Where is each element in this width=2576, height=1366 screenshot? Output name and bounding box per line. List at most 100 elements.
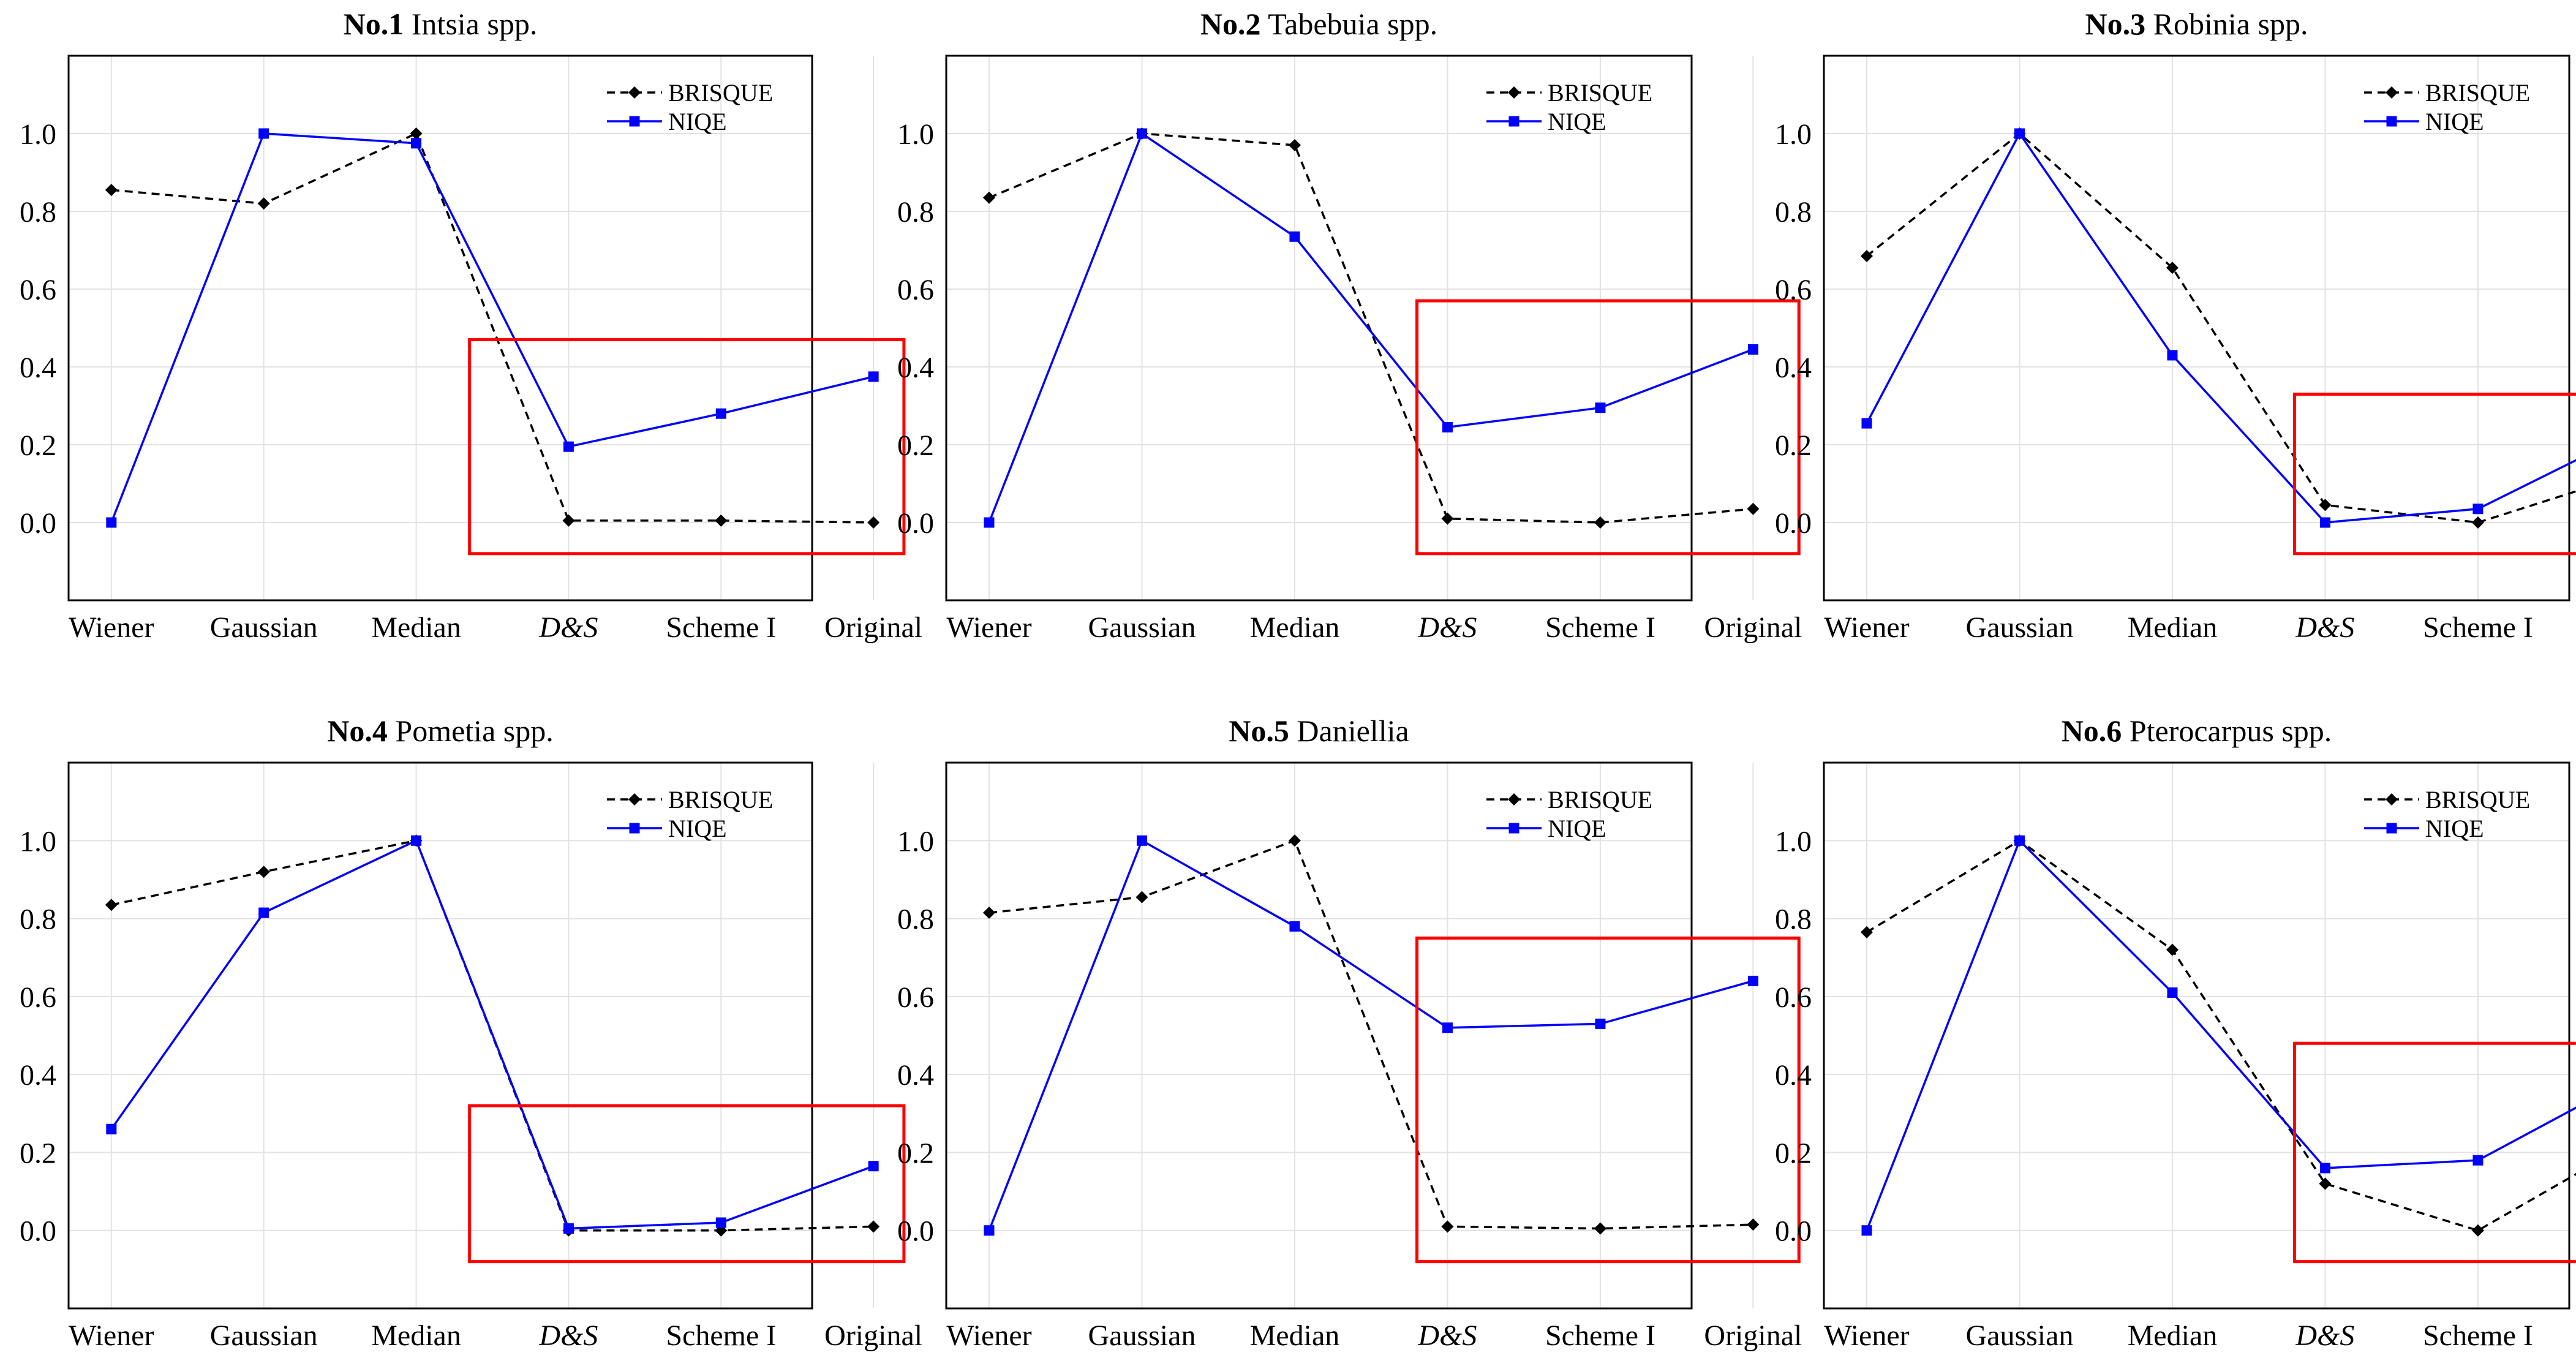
data-point-niqe — [411, 835, 422, 846]
y-tick-label: 0.8 — [897, 196, 934, 228]
data-point-niqe — [106, 517, 117, 528]
x-tick-label: D&S — [1417, 1319, 1477, 1352]
y-tick-label: 0.2 — [1775, 429, 1812, 462]
x-tick-label: Original — [824, 611, 922, 644]
x-tick-label: D&S — [2295, 1319, 2354, 1352]
x-tick-label: Scheme I — [666, 611, 776, 644]
highlight-box — [468, 338, 906, 556]
data-point-niqe — [258, 907, 269, 918]
y-tick-label: 0.2 — [20, 429, 56, 462]
legend-label-brisque: BRISQUE — [1548, 79, 1652, 107]
chart-title-name: Pterocarpus spp. — [2122, 714, 2332, 748]
x-tick-label: D&S — [2295, 611, 2354, 644]
data-point-brisque — [1441, 512, 1454, 525]
data-point-niqe — [411, 138, 422, 149]
y-tick-label: 0.2 — [20, 1137, 56, 1169]
y-tick-label: 0.4 — [897, 352, 934, 384]
series-brisque — [1860, 834, 2576, 1237]
chart-panel-1: No.1 Intsia spp. 0.0 0.2 0.4 0.6 0.8 1.0 Wiener… — [20, 7, 922, 644]
chart-title-number: No.6 — [2062, 714, 2122, 748]
legend-label-brisque: BRISQUE — [668, 79, 773, 107]
chart-title: No.3 Robinia spp. — [2085, 7, 2308, 41]
plot-frame — [1823, 761, 2570, 1310]
legend-label-niqe: NIQE — [668, 815, 727, 842]
data-point-brisque — [2166, 262, 2179, 274]
legend-marker-brisque — [628, 793, 641, 806]
y-tick-label: 1.0 — [897, 118, 934, 151]
chart-title-number: No.4 — [327, 714, 388, 748]
x-tick-label: Scheme I — [666, 1319, 776, 1352]
data-point-niqe — [1861, 418, 1872, 429]
series-line-niqe — [988, 839, 1753, 1231]
legend-label-niqe: NIQE — [1548, 108, 1606, 135]
highlight-box — [2293, 1041, 2576, 1264]
plot-frame — [1823, 55, 2570, 602]
x-tick-label: Wiener — [69, 611, 154, 644]
chart-title-name: Intsia spp. — [404, 7, 537, 41]
highlight-box — [1415, 936, 1801, 1264]
y-tick-label: 0.8 — [1775, 196, 1812, 228]
data-point-niqe — [2014, 835, 2025, 846]
y-tick-label: 1.0 — [20, 825, 56, 858]
y-tick-label: 1.0 — [1775, 825, 1812, 858]
data-point-brisque — [982, 907, 995, 919]
data-point-niqe — [1595, 402, 1606, 413]
chart-title: No.4 Pometia spp. — [327, 714, 553, 748]
x-tick-label: Gaussian — [210, 1319, 318, 1352]
data-point-niqe — [1289, 231, 1300, 242]
x-tick-label: Gaussian — [210, 611, 318, 644]
highlight-box — [468, 1104, 906, 1264]
data-point-brisque — [257, 197, 270, 210]
legend-marker-brisque — [2386, 86, 2398, 99]
data-point-brisque — [1288, 139, 1301, 152]
data-point-niqe — [2472, 504, 2484, 515]
y-tick-label: 0.0 — [897, 1215, 934, 1248]
data-point-niqe — [258, 128, 269, 139]
x-tick-label: Gaussian — [1965, 611, 2073, 644]
data-point-niqe — [1289, 921, 1300, 932]
chart-panel-3: No.3 Robinia spp. 0.0 0.2 0.4 0.6 0.8 1.0 Wiene… — [1775, 7, 2576, 644]
y-tick-label: 0.6 — [1775, 274, 1812, 306]
data-point-niqe — [984, 517, 995, 528]
x-tick-label: Median — [2128, 1319, 2218, 1352]
x-tick-label: Median — [1250, 1319, 1340, 1352]
data-point-niqe — [2014, 128, 2025, 139]
plot-frame — [945, 761, 1693, 1310]
data-point-niqe — [2167, 350, 2178, 361]
data-point-niqe — [1136, 128, 1147, 139]
legend-marker-niqe — [629, 823, 640, 834]
x-tick-label: D&S — [1417, 611, 1477, 644]
y-tick-label: 0.0 — [1775, 1215, 1812, 1248]
chart-title: No.2 Tabebuia spp. — [1200, 7, 1437, 41]
y-tick-label: 0.0 — [20, 1215, 56, 1248]
y-tick-label: 0.8 — [897, 904, 934, 936]
data-point-niqe — [2472, 1155, 2484, 1166]
data-point-niqe — [1861, 1225, 1872, 1236]
y-tick-label: 0.6 — [897, 981, 934, 1014]
data-point-brisque — [1860, 250, 1873, 263]
grid — [946, 56, 1754, 600]
y-tick-label: 0.2 — [897, 429, 934, 462]
data-point-brisque — [2319, 1177, 2332, 1190]
y-tick-label: 0.4 — [1775, 352, 1812, 384]
y-tick-label: 0.2 — [1775, 1137, 1812, 1169]
series-brisque — [982, 127, 1760, 529]
chart-panel-4: No.4 Pometia spp. 0.0 0.2 0.4 0.6 0.8 1.0 Wiene… — [20, 714, 922, 1352]
chart-panel-2: No.2 Tabebuia spp. 0.0 0.2 0.4 0.6 0.8 1.0 Wien… — [897, 7, 1802, 644]
grid — [1824, 56, 2569, 600]
data-point-niqe — [1442, 421, 1453, 432]
series-niqe — [1861, 835, 2576, 1236]
y-tick-label: 0.4 — [20, 1059, 56, 1092]
legend-marker-brisque — [1508, 793, 1520, 806]
grid — [946, 763, 1754, 1308]
x-tick-label: Scheme I — [2423, 611, 2533, 644]
data-point-brisque — [2471, 1224, 2484, 1237]
x-tick-label: Wiener — [69, 1319, 154, 1352]
x-tick-label: Median — [1250, 611, 1340, 644]
plot-frame — [945, 55, 1693, 602]
series-line-brisque — [989, 839, 1753, 1230]
data-point-brisque — [105, 184, 118, 197]
